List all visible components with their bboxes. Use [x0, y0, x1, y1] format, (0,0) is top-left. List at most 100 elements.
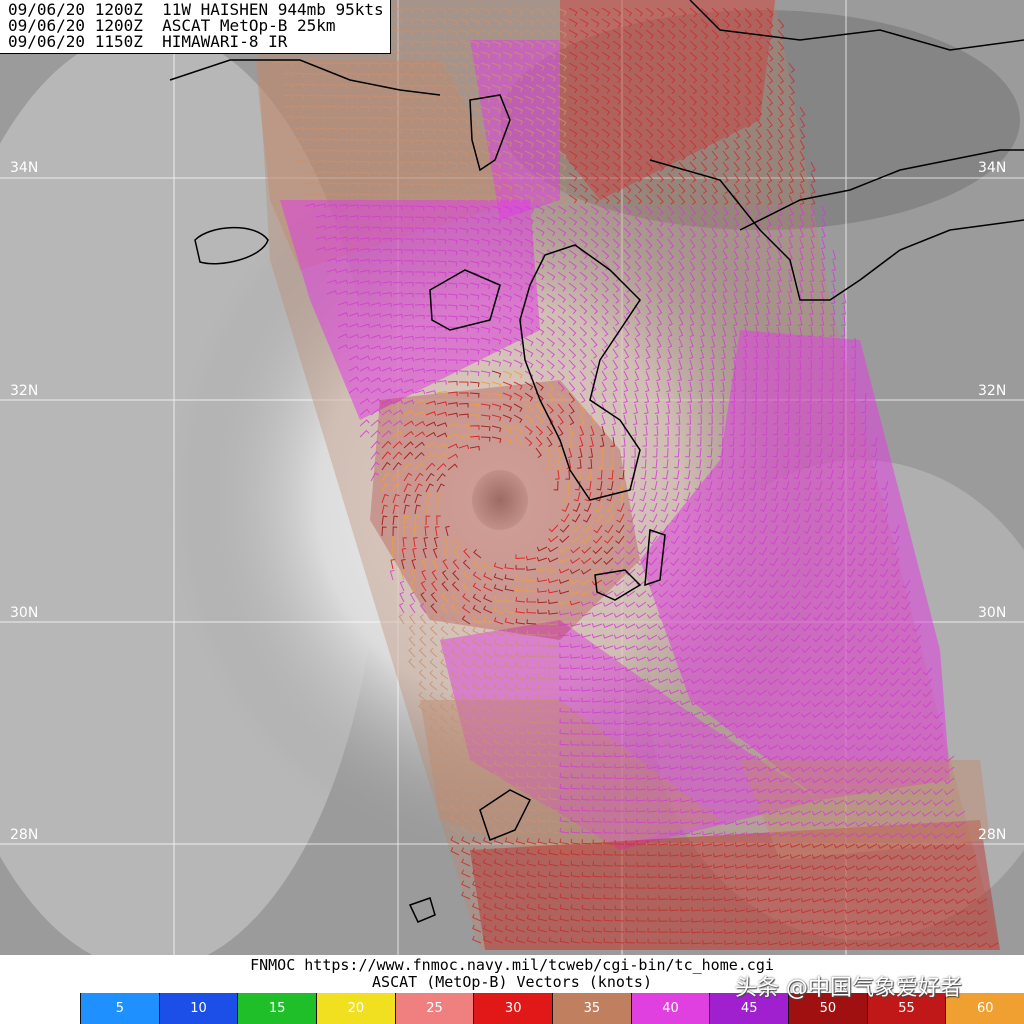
wind-barb	[733, 161, 740, 173]
wind-barb	[590, 337, 598, 348]
wind-barb	[502, 249, 513, 258]
wind-barb	[921, 887, 933, 893]
wind-barb	[392, 292, 403, 297]
wind-barb	[570, 904, 581, 911]
wind-barb	[636, 894, 646, 900]
wind-barb	[515, 629, 526, 636]
wind-barb	[473, 549, 482, 559]
wind-barb	[581, 871, 592, 878]
wind-barb	[602, 634, 614, 639]
wind-barb	[557, 403, 565, 414]
wind-barb	[655, 392, 660, 404]
wind-barb	[656, 117, 665, 128]
wind-barb	[491, 414, 502, 422]
wind-barb	[691, 885, 702, 890]
wind-barb	[581, 915, 592, 922]
wind-barb	[739, 458, 746, 469]
wind-barb	[623, 205, 632, 216]
wind-barb	[315, 83, 326, 89]
wind-barb	[741, 392, 747, 403]
wind-barb	[304, 192, 315, 198]
wind-barb	[678, 271, 685, 283]
wind-barb	[656, 18, 665, 28]
wind-barb	[526, 848, 537, 856]
wind-barb	[680, 830, 691, 836]
wind-barb	[669, 819, 680, 824]
wind-barb	[557, 161, 567, 171]
wind-barb	[656, 359, 661, 371]
wind-barb	[636, 807, 647, 813]
wind-barb	[634, 216, 643, 227]
wind-barb	[447, 205, 458, 212]
wind-barb	[472, 891, 482, 900]
wind-barb	[483, 682, 493, 691]
wind-barb	[559, 827, 570, 834]
wind-barb	[707, 425, 713, 436]
wind-barb	[348, 171, 359, 177]
wind-barb	[592, 926, 603, 933]
wind-barb	[425, 73, 436, 80]
wind-barb	[735, 634, 746, 642]
wind-barb	[425, 282, 436, 288]
wind-barb	[658, 764, 669, 770]
wind-barb	[877, 799, 889, 806]
wind-barb	[858, 535, 867, 545]
wind-barb	[625, 938, 636, 944]
wind-barb	[807, 381, 812, 392]
wind-barb	[773, 403, 779, 414]
wind-barb	[458, 227, 469, 234]
wind-barb	[513, 414, 523, 424]
wind-barb	[559, 849, 570, 856]
wind-barb	[504, 683, 515, 691]
wind-barb	[513, 51, 524, 60]
wind-barb	[581, 665, 592, 670]
wind-barb	[777, 18, 785, 29]
wind-barb	[623, 271, 631, 282]
wind-barb	[636, 764, 647, 769]
wind-barb	[881, 491, 889, 502]
wind-barb	[868, 601, 878, 611]
wind-barb	[493, 815, 504, 823]
wind-barb	[746, 612, 757, 621]
wind-barb	[686, 414, 692, 425]
wind-barb	[691, 819, 702, 825]
wind-barb	[614, 796, 625, 801]
title-ascat-line: 09/06/20 1200Z ASCAT MetOp-B 25km	[8, 16, 336, 35]
wind-barb	[557, 260, 567, 270]
wind-barb	[716, 491, 724, 502]
wind-barb	[818, 348, 824, 359]
wind-barb	[812, 645, 823, 654]
wind-barb	[524, 7, 534, 16]
wind-barb	[515, 651, 526, 658]
wind-barb	[772, 436, 779, 447]
wind-barb	[483, 715, 493, 724]
wind-barb	[687, 392, 693, 403]
wind-barb	[381, 324, 393, 329]
wind-barb	[570, 643, 581, 648]
wind-barb	[548, 783, 559, 790]
wind-barb	[614, 850, 625, 856]
wind-barb	[605, 502, 614, 513]
wind-barb	[802, 579, 812, 589]
wind-barb	[526, 739, 537, 746]
wind-barb	[635, 612, 647, 619]
wind-barb	[877, 876, 889, 882]
wind-barb	[856, 733, 867, 741]
wind-barb	[581, 697, 592, 703]
wind-barb	[472, 913, 482, 922]
wind-barb	[777, 117, 784, 129]
wind-barb	[491, 128, 502, 136]
wind-barb	[645, 282, 653, 293]
wind-barb	[441, 570, 449, 581]
wind-barb	[326, 94, 337, 100]
wind-barb	[766, 194, 772, 206]
wind-barb	[700, 106, 708, 117]
wind-barb	[717, 458, 724, 469]
wind-barb	[548, 871, 559, 878]
wind-barb	[493, 562, 504, 570]
wind-barb	[857, 568, 867, 578]
wind-barb	[480, 370, 491, 377]
wind-barb	[727, 469, 735, 480]
wind-barb	[392, 461, 402, 471]
wind-barb	[483, 704, 493, 713]
